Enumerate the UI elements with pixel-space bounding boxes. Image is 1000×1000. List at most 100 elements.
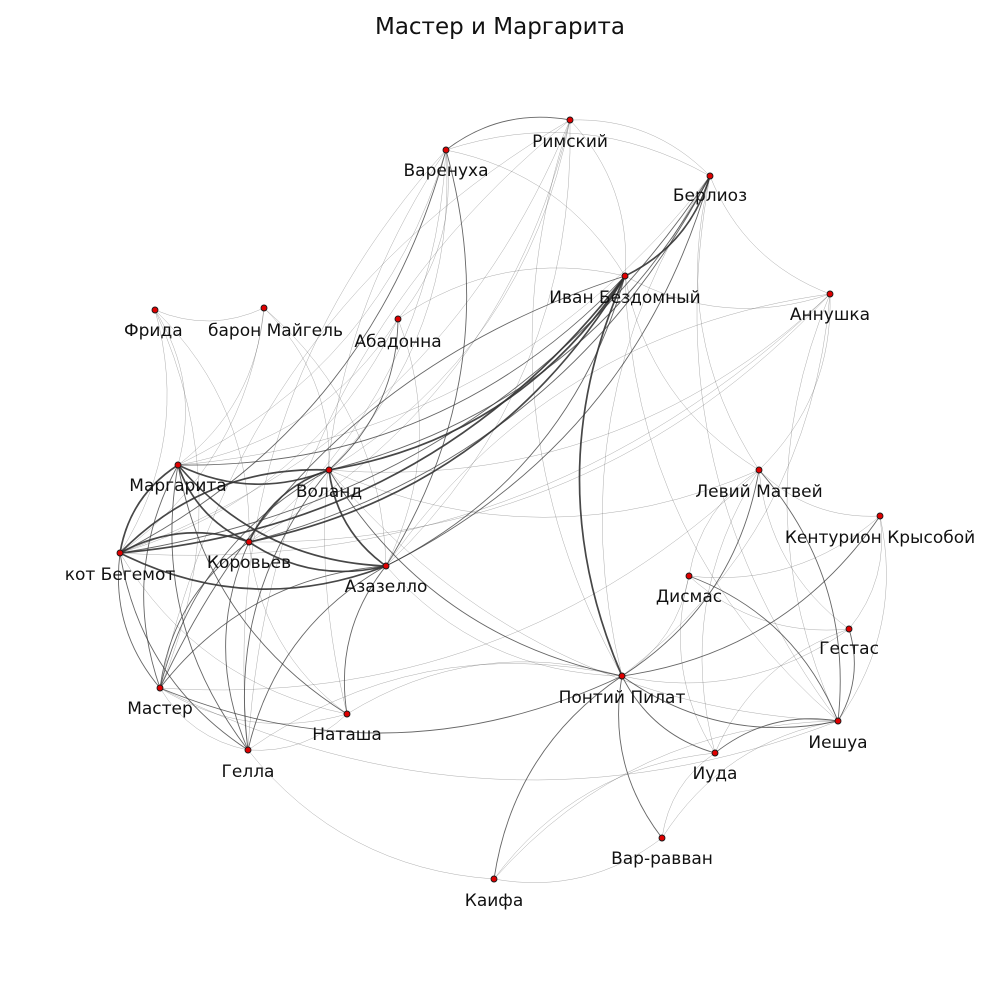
node-label-woland: Воланд: [296, 482, 362, 502]
edge-ivan-master: [159, 275, 626, 689]
edge-koroviev-rimsky: [248, 119, 571, 543]
edge-ivan-abadonna: [397, 267, 626, 320]
edge-azazello-ivan: [385, 275, 626, 567]
edge-yeshua-dismas: [688, 575, 839, 722]
edge-behemoth-varenukha: [119, 149, 447, 554]
node-gestas: [845, 625, 853, 633]
edge-master-frida: [154, 309, 200, 689]
edge-behemoth-abadonna: [119, 318, 399, 554]
node-label-abadonna: Абадонна: [354, 332, 441, 352]
edge-master-natasha: [159, 687, 348, 724]
edge-woland-azazello: [328, 469, 387, 567]
edge-rimsky-gella: [247, 119, 571, 751]
edge-yeshua-levi: [758, 469, 841, 722]
edge-pilate-yeshua: [621, 675, 839, 729]
node-kaifa: [490, 875, 498, 883]
edge-margarita-abadonna: [177, 318, 399, 466]
edge-margarita-behemoth: [119, 464, 179, 554]
edge-dismas-gestas: [688, 575, 850, 631]
node-judas: [711, 749, 719, 757]
node-koroviev: [245, 538, 253, 546]
edge-margarita-maigel: [177, 307, 265, 466]
node-label-annushka: Аннушка: [790, 305, 870, 325]
edge-berlioz-yeshua: [696, 175, 839, 722]
node-label-barabbas: Вар-равван: [611, 849, 713, 869]
edge-azazello-rimsky: [385, 119, 571, 567]
node-label-margarita: Маргарита: [129, 476, 226, 496]
edge-frida-maigel: [154, 307, 265, 322]
edge-margarita-varenukha: [177, 149, 447, 466]
edge-azazello-pilate: [385, 565, 623, 677]
edge-yeshua-judas: [714, 718, 839, 754]
edge-behemoth-master: [117, 552, 161, 689]
node-label-ivan: Иван Бездомный: [549, 288, 700, 308]
edge-ivan-rimsky: [569, 119, 626, 277]
node-label-yeshua: Иешуа: [808, 733, 867, 753]
edge-pilate-krysoboy: [621, 515, 881, 677]
edge-levi-annushka: [758, 293, 831, 471]
edge-varenukha-gella: [243, 149, 447, 751]
node-label-koroviev: Коровьев: [207, 553, 291, 573]
edge-koroviev-varenukha: [248, 149, 447, 543]
edge-pilate-barabbas: [618, 675, 663, 839]
edge-gestas-judas: [714, 628, 850, 754]
edge-margarita-woland: [177, 464, 330, 486]
node-master: [156, 684, 164, 692]
edge-pilate-natasha: [346, 661, 623, 715]
edge-woland-berlioz: [328, 175, 711, 471]
edge-behemoth-ivan: [119, 275, 626, 554]
edge-yeshua-gestas: [837, 628, 855, 722]
edge-yeshua-krysoboy: [837, 515, 887, 722]
edge-ivan-yeshua: [624, 275, 839, 722]
edge-yeshua-kaifa: [493, 720, 839, 880]
node-annushka: [826, 290, 834, 298]
node-yeshua: [834, 717, 842, 725]
node-label-gestas: Гестас: [819, 639, 879, 659]
edge-koroviev-azazello: [248, 541, 387, 573]
edge-ivan-varenukha: [445, 149, 626, 277]
edge-rimsky-pilate: [531, 119, 623, 677]
edge-azazello-varenukha: [385, 149, 468, 567]
node-frida: [151, 306, 159, 314]
edge-woland-rimsky: [328, 119, 571, 471]
edge-koroviev-frida: [154, 309, 250, 543]
node-levi: [755, 466, 763, 474]
edge-margarita-azazello: [177, 464, 387, 567]
edge-berlioz-pilate: [601, 175, 711, 677]
nodes-layer: [116, 116, 884, 883]
edge-levi-krysoboy: [758, 469, 881, 517]
edge-ivan-annushka: [624, 275, 831, 309]
node-label-krysoboy: Кентурион Крысобой: [785, 528, 975, 548]
edge-rimsky-master: [159, 119, 571, 689]
edge-berlioz-rimsky: [569, 119, 711, 177]
node-label-natasha: Наташа: [312, 725, 382, 745]
edge-woland-gella: [243, 469, 330, 751]
node-dismas: [685, 572, 693, 580]
edge-koroviev-annushka: [248, 293, 831, 543]
edge-behemoth-rimsky: [119, 119, 571, 554]
node-maigel: [260, 304, 268, 312]
edge-behemoth-gella: [119, 552, 249, 751]
edge-behemoth-annushka: [119, 293, 831, 556]
edge-azazello-maigel: [263, 307, 387, 567]
edge-woland-behemoth: [119, 468, 330, 554]
node-gella: [244, 746, 252, 754]
edge-behemoth-azazello: [119, 552, 387, 590]
edge-pilate-levi: [621, 469, 760, 677]
edge-pilate-annushka: [621, 293, 831, 677]
edge-azazello-abadonna: [385, 318, 420, 567]
edge-berlioz-levi: [697, 175, 760, 471]
edge-gella-natasha: [247, 713, 348, 751]
node-behemoth: [116, 549, 124, 557]
edge-levi-dismas: [688, 469, 760, 577]
edge-behemoth-frida: [119, 309, 168, 554]
edge-levi-gestas: [758, 469, 850, 630]
edge-pilate-gestas: [621, 628, 850, 684]
edge-gestas-krysoboy: [848, 515, 882, 630]
edge-woland-annushka: [328, 293, 831, 473]
edge-woland-pilate: [328, 469, 623, 677]
edge-judas-kaifa: [493, 752, 716, 880]
edge-koroviev-berlioz: [248, 175, 711, 543]
edge-pilate-kaifa: [493, 675, 623, 880]
